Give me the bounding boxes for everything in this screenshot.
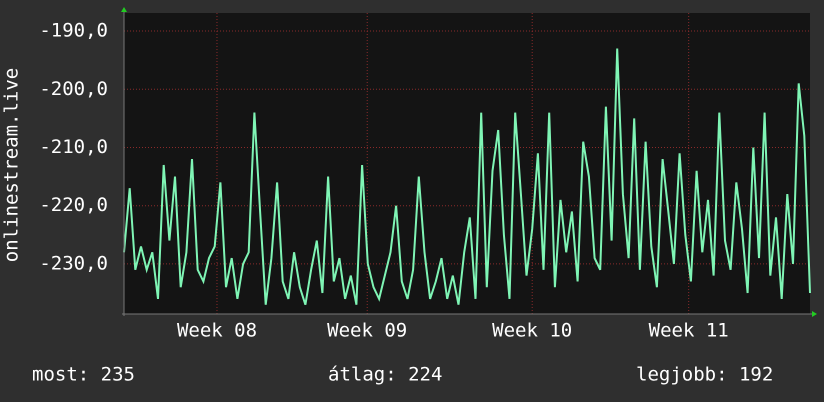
plot-area bbox=[124, 13, 810, 314]
y-tick-label: -190,0 bbox=[39, 20, 108, 42]
y-tick-label: -230,0 bbox=[39, 252, 108, 274]
y-tick-label: -220,0 bbox=[39, 194, 108, 216]
y-tick-label: -200,0 bbox=[39, 78, 108, 100]
x-tick-label: Week 11 bbox=[649, 320, 729, 342]
x-tick-label: Week 08 bbox=[177, 320, 257, 342]
summary-current: most: 235 bbox=[32, 364, 135, 386]
summary-best: legjobb: 192 bbox=[636, 364, 773, 386]
y-tick-label: -210,0 bbox=[39, 136, 108, 158]
data-line bbox=[123, 48, 811, 306]
x-tick-label: Week 09 bbox=[327, 320, 407, 342]
x-tick-label: Week 10 bbox=[492, 320, 572, 342]
y-axis-label: onlinestream.live bbox=[1, 68, 23, 262]
axis-arrow bbox=[121, 7, 127, 12]
summary-average: átlag: 224 bbox=[328, 364, 442, 386]
axis-arrow bbox=[812, 311, 817, 317]
